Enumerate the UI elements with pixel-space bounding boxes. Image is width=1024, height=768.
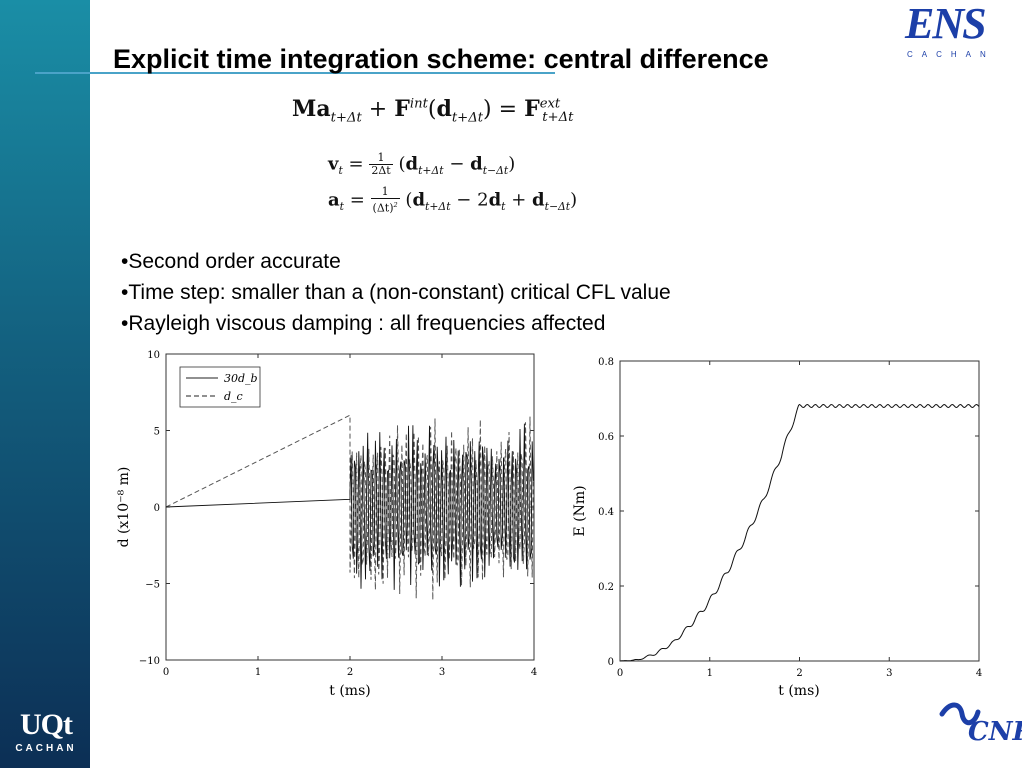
bullet-item: •Rayleigh viscous damping : all frequenc… [121, 312, 606, 335]
x-tick-label: 3 [439, 667, 445, 678]
equation-motion: Mat+Δt + Fint(dt+Δt) = Fextt+Δt [292, 96, 574, 126]
equation-acceleration: at = 1 (Δt)2 (dt+Δt − 2dt + dt−Δt) [328, 185, 578, 215]
x-tick-label: 3 [886, 668, 892, 679]
legend: 30d_b d_c [179, 366, 261, 408]
y-tick-label: −5 [145, 580, 160, 591]
y-tick-label: 0.8 [598, 357, 614, 368]
y-tick-label: −10 [139, 656, 160, 667]
y-tick-label: 0.2 [598, 582, 614, 593]
legend-label: d_c [224, 390, 243, 403]
x-tick-label: 2 [347, 667, 353, 678]
cnrs-logo: CNRS [938, 696, 1024, 748]
y-tick-label: 0 [154, 503, 160, 514]
x-axis-label: t (ms) [778, 683, 819, 699]
x-tick-label: 4 [976, 668, 982, 679]
legend-label: 30d_b [224, 372, 258, 385]
y-axis-label: E (Nm) [572, 485, 588, 536]
x-axis-label: t (ms) [329, 683, 370, 699]
bullet-list: •Second order accurate •Time step: small… [121, 248, 671, 341]
slide-title: Explicit time integration scheme: centra… [113, 44, 769, 74]
y-axis-label: d (x10⁻⁸ m) [116, 467, 132, 548]
sidebar-band: UQt CACHAN [0, 0, 90, 768]
series-line-energy [619, 403, 980, 662]
x-tick-label: 1 [255, 667, 261, 678]
x-tick-label: 2 [796, 668, 802, 679]
displacement-chart-svg: 0 1 2 3 4 −10 −5 0 5 10 30d_b d_c t (ms) d (x10⁻⁸… [116, 350, 537, 699]
title-rule [35, 72, 555, 74]
series-line-30db [165, 423, 534, 590]
y-tick-label: 0 [608, 657, 614, 668]
univ-logo-mark: UQt [20, 708, 73, 741]
cnrs-swoosh [939, 702, 981, 726]
cnrs-logo-mark: CNRS [968, 717, 1022, 747]
univ-logo: UQt CACHAN [10, 708, 82, 760]
y-tick-label: 5 [154, 427, 160, 438]
equation-velocity: vt = 1 2Δt (dt+Δt − dt−Δt) [328, 151, 516, 178]
plot-frame [619, 360, 980, 662]
ens-logo-sub: CACHAN [907, 50, 995, 59]
x-tick-label: 4 [531, 667, 537, 678]
ens-logo-mark: ENS [905, 0, 987, 48]
y-tick-label: 0.4 [598, 507, 614, 518]
energy-chart-svg: 0 1 2 3 4 0 0.2 0.4 0.6 0.8 t (ms) E (Nm) [572, 357, 982, 699]
y-tick-label: 10 [147, 350, 160, 361]
displacement-chart: 0 1 2 3 4 −10 −5 0 5 10 30d_b d_c t (ms) d (x10⁻⁸… [112, 340, 542, 700]
x-tick-label: 1 [707, 668, 713, 679]
cnrs-logo-svg: CNRS [939, 702, 1024, 747]
univ-logo-sub: CACHAN [15, 743, 77, 754]
legend-box [179, 366, 261, 408]
energy-chart: 0 1 2 3 4 0 0.2 0.4 0.6 0.8 t (ms) E (Nm) [570, 340, 990, 700]
y-tick-label: 0.6 [598, 432, 614, 443]
bullet-item: •Time step: smaller than a (non-constant… [121, 281, 671, 304]
x-tick-label: 0 [617, 668, 623, 679]
bullet-item: •Second order accurate [121, 250, 341, 273]
ens-logo: ENS CACHAN [903, 0, 1024, 62]
series-line-dc [165, 414, 534, 600]
x-tick-label: 0 [163, 667, 169, 678]
